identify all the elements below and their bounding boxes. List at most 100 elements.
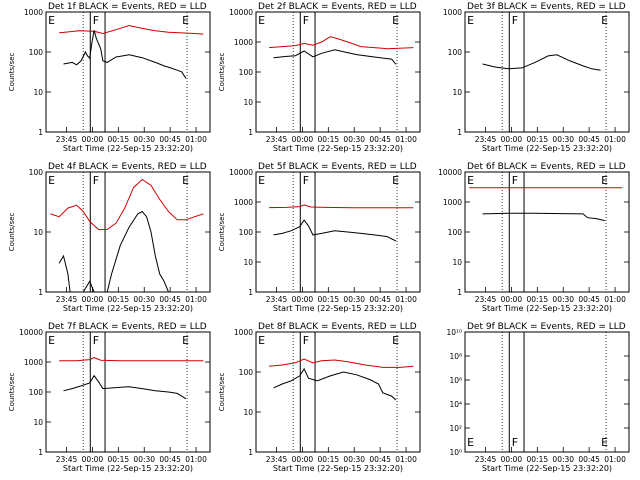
x-tick-label: 01:00	[395, 135, 417, 144]
x-tick-label: 00:30	[133, 295, 155, 304]
x-tick-label: 00:45	[578, 455, 600, 464]
x-tick-label: 00:15	[527, 135, 549, 144]
y-axis-label: Counts/sec	[218, 373, 226, 412]
lld-series-line	[59, 24, 204, 35]
x-tick-label: 00:45	[369, 295, 391, 304]
flag-label: E	[392, 334, 399, 347]
lld-series-line	[50, 178, 204, 230]
x-tick-label: 00:15	[108, 455, 130, 464]
y-tick-label: 10⁶	[449, 376, 462, 385]
events-series-line	[273, 219, 397, 242]
x-tick-label: 00:15	[318, 135, 340, 144]
y-tick-label: 1	[38, 288, 43, 297]
flag-label: F	[512, 174, 518, 187]
x-tick-label: 00:15	[108, 295, 130, 304]
y-axis-label: Counts/sec	[8, 213, 16, 252]
y-tick-label: 10000	[438, 168, 462, 177]
x-tick-label: 01:00	[604, 135, 626, 144]
y-tick-label: 100	[29, 388, 44, 397]
panel-title: Det 6f BLACK = Events, RED = LLD	[467, 162, 626, 172]
y-tick-label: 1000	[24, 358, 43, 367]
events-series-line	[273, 367, 397, 401]
x-tick-label: 23:45	[475, 135, 497, 144]
events-series-line	[482, 212, 606, 222]
y-tick-label: 10²	[449, 424, 462, 433]
detector-panel-7: Det 7f BLACK = Events, RED = LLD E F E 1 10 10…	[8, 322, 211, 473]
events-series-line	[58, 210, 169, 292]
x-tick-label: 23:45	[56, 455, 78, 464]
x-tick-label: 00:30	[552, 135, 574, 144]
x-tick-label: 00:30	[552, 295, 574, 304]
x-tick-label: 00:00	[501, 295, 523, 304]
y-tick-label: 10	[452, 88, 462, 97]
y-axis-label: Counts/sec	[218, 53, 226, 92]
events-series-line	[63, 30, 187, 79]
panel-title: Det 2f BLACK = Events, RED = LLD	[258, 2, 417, 12]
x-tick-label: 00:45	[578, 295, 600, 304]
plot-frame	[255, 171, 421, 293]
events-series-line	[63, 374, 187, 400]
x-tick-label: 00:45	[578, 135, 600, 144]
flag-label: E	[48, 14, 55, 27]
x-tick-label: 00:00	[292, 455, 314, 464]
y-tick-label: 10	[452, 258, 462, 267]
x-tick-label: 23:45	[266, 455, 288, 464]
x-axis-label: Start Time (22-Sep-15 23:32:20)	[63, 144, 193, 153]
y-tick-label: 1	[248, 288, 253, 297]
x-tick-label: 00:15	[527, 295, 549, 304]
flag-label: E	[48, 174, 55, 187]
y-axis-label: Counts/sec	[8, 373, 16, 412]
flag-label: E	[467, 436, 474, 449]
y-tick-label: 1	[248, 448, 253, 457]
x-axis-label: Start Time (22-Sep-15 23:32:20)	[273, 304, 403, 313]
x-tick-label: 00:15	[318, 455, 340, 464]
flag-label: E	[258, 174, 265, 187]
x-tick-label: 00:00	[292, 295, 314, 304]
lld-series-line	[269, 204, 414, 209]
x-axis-label: Start Time (22-Sep-15 23:32:20)	[273, 464, 403, 473]
x-tick-label: 00:30	[133, 455, 155, 464]
y-tick-label: 10	[243, 258, 253, 267]
y-tick-label: 1	[38, 448, 43, 457]
flag-label: E	[467, 174, 474, 187]
x-tick-label: 01:00	[185, 455, 207, 464]
detector-panel-3: Det 3f BLACK = Events, RED = LLD E F E 1 10 10…	[443, 2, 630, 153]
flag-label: F	[303, 14, 309, 27]
y-tick-label: 1000	[443, 198, 462, 207]
y-tick-label: 100	[448, 228, 463, 237]
detector-panel-2: Det 2f BLACK = Events, RED = LLD E F E 1 10 10…	[218, 2, 421, 153]
panel-title: Det 9f BLACK = Events, RED = LLD	[467, 322, 626, 332]
flag-label: F	[303, 174, 309, 187]
flag-label: E	[258, 334, 265, 347]
y-tick-label: 1000	[443, 8, 462, 17]
x-tick-label: 00:45	[369, 455, 391, 464]
x-tick-label: 00:30	[552, 455, 574, 464]
y-tick-label: 10	[33, 418, 43, 427]
y-axis-label: Counts/sec	[218, 213, 226, 252]
x-tick-label: 00:15	[527, 455, 549, 464]
x-tick-label: 23:45	[266, 295, 288, 304]
y-tick-label: 1000	[234, 198, 253, 207]
panel-title: Det 3f BLACK = Events, RED = LLD	[467, 2, 626, 12]
x-tick-label: 00:00	[82, 135, 104, 144]
x-axis-label: Start Time (22-Sep-15 23:32:20)	[482, 304, 612, 313]
panel-title: Det 8f BLACK = Events, RED = LLD	[258, 322, 417, 332]
x-tick-label: 00:00	[501, 135, 523, 144]
y-tick-label: 10¹⁰	[446, 328, 462, 337]
flag-label: F	[93, 334, 99, 347]
y-tick-label: 10⁰	[449, 448, 462, 457]
flag-label: F	[93, 14, 99, 27]
x-tick-label: 01:00	[604, 295, 626, 304]
y-tick-label: 10	[243, 98, 253, 107]
flag-label: E	[392, 174, 399, 187]
x-tick-label: 23:45	[266, 135, 288, 144]
flag-label: F	[512, 436, 518, 449]
y-tick-label: 100	[239, 68, 254, 77]
x-axis-label: Start Time (22-Sep-15 23:32:20)	[482, 144, 612, 153]
plot-frame	[45, 171, 211, 293]
plot-frame	[464, 331, 630, 453]
x-tick-label: 00:00	[292, 135, 314, 144]
x-tick-label: 01:00	[395, 295, 417, 304]
detector-panel-5: Det 5f BLACK = Events, RED = LLD E F E 1 10 10…	[218, 162, 421, 313]
